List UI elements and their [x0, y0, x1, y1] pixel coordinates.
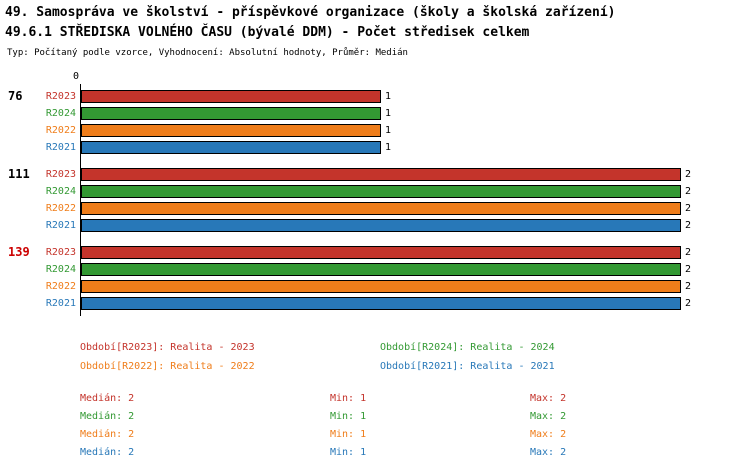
value-label: 2	[685, 247, 692, 258]
stat-min: Min: 1	[330, 393, 367, 404]
value-label: 2	[685, 203, 692, 214]
bar-R2021	[81, 297, 681, 310]
value-label: 1	[385, 108, 392, 119]
legend-item-R2023: Období[R2023]: Realita - 2023	[80, 342, 255, 353]
group-label: 139	[8, 245, 30, 259]
bar-R2023	[81, 246, 681, 259]
stat-min: Min: 1	[330, 411, 367, 422]
group-label: 111	[8, 167, 30, 181]
value-label: 2	[685, 281, 692, 292]
bar-row: R2024 2	[0, 185, 750, 198]
bar-group: 139 R2023 2 R2024 2 R2022 2 R2021 2	[0, 246, 750, 310]
axis-origin-label: 0	[73, 71, 80, 82]
series-label: R2024	[45, 186, 76, 197]
bar-R2022	[81, 280, 681, 293]
value-label: 2	[685, 169, 692, 180]
stat-median: Medián: 2	[80, 429, 135, 440]
value-label: 1	[385, 142, 392, 153]
value-label: 1	[385, 91, 392, 102]
bar-R2022	[81, 124, 381, 137]
bar-row: 139 R2023 2	[0, 246, 750, 259]
stats-row-R2024: Medián: 2 Min: 1 Max: 2	[80, 411, 720, 422]
group-label: 76	[8, 89, 23, 103]
series-label: R2021	[45, 298, 76, 309]
stats-row-R2023: Medián: 2 Min: 1 Max: 2	[80, 393, 720, 404]
bar-R2023	[81, 90, 381, 103]
value-label: 2	[685, 264, 692, 275]
series-label: R2022	[45, 281, 76, 292]
series-label: R2023	[45, 169, 76, 180]
bar-R2021	[81, 141, 381, 154]
bar-R2024	[81, 263, 681, 276]
series-label: R2022	[45, 125, 76, 136]
bar-row: R2024 2	[0, 263, 750, 276]
series-label: R2024	[45, 264, 76, 275]
series-label: R2021	[45, 220, 76, 231]
series-label: R2021	[45, 142, 76, 153]
stat-median: Medián: 2	[80, 447, 135, 458]
page-title: 49. Samospráva ve školství - příspěvkové…	[5, 5, 616, 20]
series-label: R2022	[45, 203, 76, 214]
stat-median: Medián: 2	[80, 411, 135, 422]
series-label: R2023	[45, 91, 76, 102]
stats-row-R2021: Medián: 2 Min: 1 Max: 2	[80, 447, 720, 458]
legend-item-R2022: Období[R2022]: Realita - 2022	[80, 361, 255, 372]
stat-max: Max: 2	[530, 393, 567, 404]
bar-row: R2021 2	[0, 219, 750, 232]
series-label: R2023	[45, 247, 76, 258]
stat-max: Max: 2	[530, 411, 567, 422]
chart-legend: Období[R2023]: Realita - 2023 Období[R202…	[80, 342, 700, 372]
bar-R2023	[81, 168, 681, 181]
stats-row-R2022: Medián: 2 Min: 1 Max: 2	[80, 429, 720, 440]
bar-chart: 76 R2023 1 R2024 1 R2022 1 R2021 1 111 R2023 2 R2024…	[0, 90, 750, 324]
value-label: 2	[685, 298, 692, 309]
legend-item-R2021: Období[R2021]: Realita - 2021	[380, 361, 555, 372]
bar-R2021	[81, 219, 681, 232]
bar-row: 111 R2023 2	[0, 168, 750, 181]
bar-R2024	[81, 107, 381, 120]
bar-row: R2021 2	[0, 297, 750, 310]
bar-group: 111 R2023 2 R2024 2 R2022 2 R2021 2	[0, 168, 750, 232]
stat-max: Max: 2	[530, 429, 567, 440]
bar-row: R2022 1	[0, 124, 750, 137]
bar-row: R2021 1	[0, 141, 750, 154]
bar-group: 76 R2023 1 R2024 1 R2022 1 R2021 1	[0, 90, 750, 154]
stat-median: Medián: 2	[80, 393, 135, 404]
value-label: 2	[685, 220, 692, 231]
stat-min: Min: 1	[330, 447, 367, 458]
bar-row: R2024 1	[0, 107, 750, 120]
value-label: 1	[385, 125, 392, 136]
chart-stats: Medián: 2 Min: 1 Max: 2 Medián: 2 Min: 1 Max:…	[80, 393, 720, 465]
series-label: R2024	[45, 108, 76, 119]
value-label: 2	[685, 186, 692, 197]
chart-subtitle: Typ: Počítaný podle vzorce, Vyhodnocení:…	[7, 48, 408, 58]
bar-R2024	[81, 185, 681, 198]
stat-min: Min: 1	[330, 429, 367, 440]
stat-max: Max: 2	[530, 447, 567, 458]
y-axis-line	[80, 84, 81, 316]
bar-row: R2022 2	[0, 202, 750, 215]
chart-title: 49.6.1 STŘEDISKA VOLNÉHO ČASU (bývalé DD…	[5, 25, 530, 40]
legend-item-R2024: Období[R2024]: Realita - 2024	[380, 342, 555, 353]
bar-row: R2022 2	[0, 280, 750, 293]
bar-row: 76 R2023 1	[0, 90, 750, 103]
bar-R2022	[81, 202, 681, 215]
